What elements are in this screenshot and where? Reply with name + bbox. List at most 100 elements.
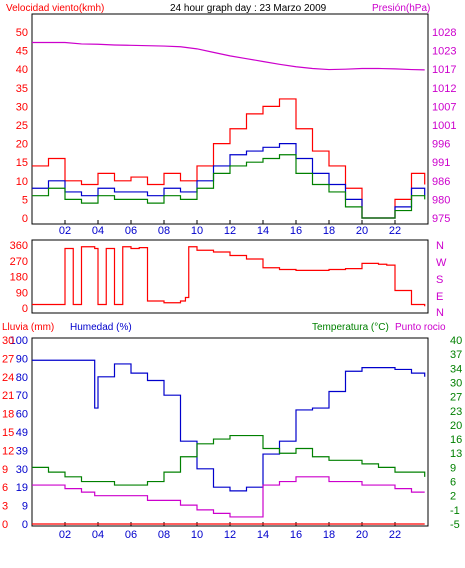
direction-y-tick-0: 0 (22, 303, 28, 315)
rain-y-tick-6: 18 (2, 409, 14, 421)
rain-axis-label: Lluvia (mm) (2, 322, 54, 333)
direction-y-tick-1: 90 (16, 287, 28, 299)
panel1-x-tick-4: 10 (191, 225, 203, 237)
humidity-y-tick-5: 49 (16, 427, 28, 439)
panel3-x-tick-7: 16 (290, 529, 302, 541)
humidity-y-tick-7: 70 (16, 390, 28, 402)
temperature-y-tick-8: 23 (450, 406, 462, 418)
pressure-y-tick-6: 1007 (432, 101, 456, 113)
dir-label-n-top: N (436, 240, 444, 252)
panel1-x-tick-5: 12 (224, 225, 236, 237)
temperature-y-tick-5: 13 (450, 448, 462, 460)
pressure-y-tick-7: 1012 (432, 83, 456, 95)
wind-series-gust (32, 98, 426, 219)
pressure-axis-label: Presión(hPa) (372, 3, 430, 14)
temperature-y-tick-4: 9 (450, 462, 456, 474)
panel3-x-tick-9: 20 (356, 529, 368, 541)
humidity-y-tick-6: 60 (16, 409, 28, 421)
panel1-x-tick-8: 18 (323, 225, 335, 237)
temperature-y-tick-9: 27 (450, 392, 462, 404)
wind-y-tick-4: 20 (16, 139, 28, 151)
humidity-y-tick-9: 90 (16, 353, 28, 365)
panel1-x-tick-7: 16 (290, 225, 302, 237)
wind-y-tick-10: 50 (16, 27, 28, 39)
temperature-y-tick-3: 6 (450, 477, 456, 489)
humidity-y-tick-0: 0 (22, 519, 28, 531)
pressure-y-tick-2: 986 (432, 176, 450, 188)
direction-y-tick-3: 270 (10, 256, 28, 268)
rain-y-tick-10: 30 (2, 335, 14, 347)
humidity-y-tick-1: 9 (22, 501, 28, 513)
panel3-x-tick-0: 02 (59, 529, 71, 541)
pressure-y-tick-3: 991 (432, 157, 450, 169)
wind-y-tick-2: 10 (16, 176, 28, 188)
panel1-x-tick-9: 20 (356, 225, 368, 237)
panel1-x-tick-6: 14 (257, 225, 269, 237)
wind-y-tick-0: 0 (22, 213, 28, 225)
wind-y-tick-3: 15 (16, 157, 28, 169)
dir-label-n-bottom: N (436, 307, 444, 319)
panel1-x-tick-1: 04 (92, 225, 104, 237)
direction-series (32, 246, 426, 307)
dir-label-s: S (436, 274, 443, 286)
panel3-x-tick-8: 18 (323, 529, 335, 541)
panel3-x-tick-4: 10 (191, 529, 203, 541)
panel-direction (31, 239, 429, 314)
rain-y-tick-0: 0 (2, 519, 8, 531)
humidity-y-tick-8: 80 (16, 372, 28, 384)
panel3-x-tick-2: 06 (125, 529, 137, 541)
panel1-x-tick-3: 08 (158, 225, 170, 237)
temperature-y-tick-7: 20 (450, 420, 462, 432)
wind-y-tick-9: 45 (16, 46, 28, 58)
temperature-y-tick-12: 37 (450, 349, 462, 361)
direction-y-tick-4: 360 (10, 240, 28, 252)
series-temperatura-c- (32, 434, 426, 486)
rain-y-tick-8: 24 (2, 372, 14, 384)
temperature-y-tick-6: 16 (450, 434, 462, 446)
panel1-x-tick-0: 02 (59, 225, 71, 237)
pressure-y-tick-0: 975 (432, 213, 450, 225)
panel3-x-tick-10: 22 (389, 529, 401, 541)
pressure-y-tick-9: 1023 (432, 46, 456, 58)
humidity-axis-label: Humedad (%) (70, 322, 132, 333)
rain-y-tick-2: 6 (2, 482, 8, 494)
wind-series-low (32, 154, 426, 219)
dewpoint-axis-label: Punto rocio (395, 322, 446, 333)
wind-y-tick-8: 40 (16, 64, 28, 76)
dir-label-w: W (436, 257, 447, 269)
rain-y-tick-5: 15 (2, 427, 14, 439)
panel1-x-tick-10: 22 (389, 225, 401, 237)
temperature-y-tick-2: 2 (450, 491, 456, 503)
humidity-y-tick-10: 100 (10, 335, 28, 347)
pressure-y-tick-8: 1017 (432, 64, 456, 76)
temperature-y-tick-0: -5 (450, 519, 460, 531)
series-humedad- (32, 359, 426, 492)
humidity-y-tick-3: 30 (16, 464, 28, 476)
humidity-y-tick-2: 19 (16, 482, 28, 494)
rain-y-tick-4: 12 (2, 445, 14, 457)
chart-title: 24 hour graph day : 23 Marzo 2009 (170, 3, 327, 14)
pressure-y-tick-4: 996 (432, 139, 450, 151)
temperature-y-tick-11: 34 (450, 363, 462, 375)
panel3-x-tick-6: 14 (257, 529, 269, 541)
rain-y-tick-3: 9 (2, 464, 8, 476)
rain-y-tick-7: 21 (2, 390, 14, 402)
wind-axis-label: Velocidad viento(kmh) (6, 3, 104, 14)
temperature-axis-label: Temperatura (°C) (312, 322, 389, 333)
panel3-x-tick-5: 12 (224, 529, 236, 541)
rain-y-tick-9: 27 (2, 353, 14, 365)
rain-y-tick-1: 3 (2, 501, 8, 513)
wind-y-tick-1: 5 (22, 194, 28, 206)
pressure-y-tick-1: 980 (432, 194, 450, 206)
panel3-x-tick-1: 04 (92, 529, 104, 541)
temperature-y-tick-10: 30 (450, 377, 462, 389)
humidity-y-tick-4: 39 (16, 445, 28, 457)
dir-label-e: E (436, 291, 443, 303)
series-punto-rocio (32, 476, 425, 518)
pressure-series (32, 41, 425, 71)
direction-y-tick-2: 180 (10, 272, 28, 284)
temperature-y-tick-1: -1 (450, 505, 460, 517)
wind-y-tick-6: 30 (16, 101, 28, 113)
